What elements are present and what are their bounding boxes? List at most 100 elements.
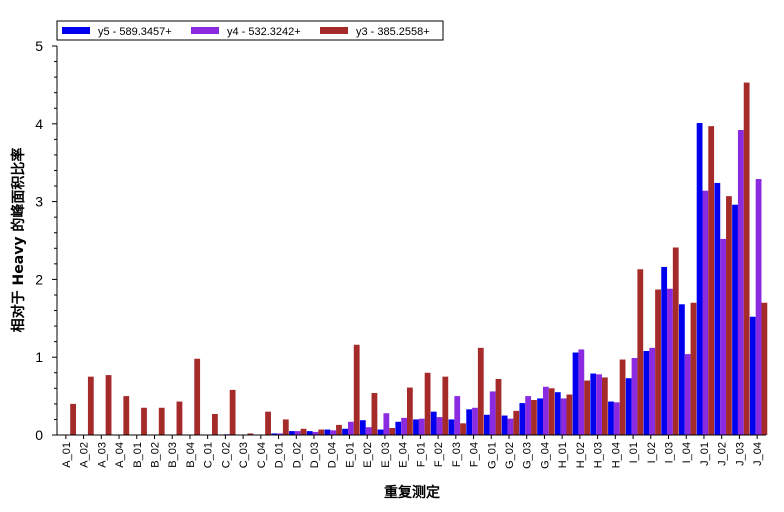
bar-c-01-series-3 bbox=[212, 413, 218, 435]
x-tick-label-d-01: D_01 bbox=[274, 442, 286, 468]
legend-swatch-series-2 bbox=[191, 27, 219, 34]
bar-i-01-series-3 bbox=[637, 269, 644, 435]
x-tick-label-c-01: C_01 bbox=[203, 442, 215, 468]
y-tick-labels: 0 1 2 3 4 5 bbox=[35, 38, 43, 443]
bar-i-01-series-2 bbox=[631, 357, 638, 435]
bar-i-02-series-3 bbox=[655, 289, 661, 435]
bar-d-04-series-1 bbox=[324, 429, 331, 435]
bar-e-04-series-3 bbox=[406, 387, 413, 435]
bar-g-04-series-2 bbox=[542, 386, 549, 435]
x-tick-label-d-04: D_04 bbox=[327, 442, 339, 468]
legend-label-series-3: y3 - 385.2558+ bbox=[356, 26, 430, 38]
bar-e-02-series-2 bbox=[365, 427, 372, 435]
x-tick-label-g-03: G_03 bbox=[522, 442, 534, 469]
bar-e-01-series-1 bbox=[342, 428, 348, 435]
legend-swatch-series-1 bbox=[62, 27, 90, 34]
bar-h-01-series-3 bbox=[566, 394, 573, 435]
bar-f-04-series-3 bbox=[477, 347, 484, 435]
x-tick-label-a-04: A_04 bbox=[114, 442, 126, 468]
bar-j-02-series-3 bbox=[726, 196, 732, 435]
bar-i-01-series-1 bbox=[625, 378, 632, 435]
x-tick-label-g-01: G_01 bbox=[486, 442, 498, 469]
bar-d-02-series-3 bbox=[300, 428, 307, 435]
bar-j-01-series-1 bbox=[696, 123, 703, 436]
bar-i-03-series-1 bbox=[661, 266, 668, 435]
x-tick-label-h-01: H_01 bbox=[557, 442, 569, 468]
bar-e-03-series-1 bbox=[377, 429, 384, 435]
x-tick-label-f-04: F_04 bbox=[469, 442, 481, 467]
bar-j-01-series-3 bbox=[708, 126, 715, 435]
bar-j-03-series-3 bbox=[743, 82, 750, 435]
x-axis-title: 重复测定 bbox=[384, 484, 440, 501]
x-tick-label-j-01: J_01 bbox=[699, 442, 711, 466]
bar-i-03-series-3 bbox=[672, 247, 679, 435]
bar-i-04-series-2 bbox=[684, 354, 691, 435]
y-axis-title: 相对于 Heavy 的峰面积比率 bbox=[10, 148, 27, 333]
bar-g-02-series-3 bbox=[513, 410, 520, 435]
bar-j-03-series-2 bbox=[737, 130, 744, 435]
legend-label-series-1: y5 - 589.3457+ bbox=[98, 26, 172, 38]
bar-h-04-series-1 bbox=[608, 401, 614, 435]
bar-d-01-series-2 bbox=[277, 433, 283, 435]
bars-layer bbox=[70, 82, 768, 436]
bar-a-02-series-3 bbox=[87, 376, 94, 435]
x-tick-labels: A_01 A_02 A_03 A_04 B_01 B_02 B_03 B_04 C_01 C_02… bbox=[61, 442, 764, 469]
bar-e-04-series-1 bbox=[395, 421, 402, 435]
bar-f-03-series-3 bbox=[460, 423, 466, 435]
bar-d-01-series-1 bbox=[271, 433, 278, 435]
bar-h-02-series-2 bbox=[578, 349, 585, 435]
bar-c-03-series-3 bbox=[247, 433, 254, 435]
x-tick-label-b-03: B_03 bbox=[167, 442, 179, 468]
x-tick-label-i-03: I_03 bbox=[664, 442, 676, 463]
bar-b-02-series-3 bbox=[158, 407, 165, 435]
bar-j-01-series-2 bbox=[702, 190, 709, 435]
x-tick-label-a-01: A_01 bbox=[61, 442, 73, 468]
bar-g-04-series-1 bbox=[537, 398, 543, 435]
bar-h-03-series-1 bbox=[590, 373, 597, 435]
x-tick-label-f-03: F_03 bbox=[451, 442, 463, 467]
y-tick-label: 3 bbox=[35, 194, 43, 210]
bar-e-03-series-3 bbox=[389, 428, 396, 435]
bar-d-02-series-1 bbox=[289, 431, 295, 435]
x-tick-label-j-02: J_02 bbox=[717, 442, 729, 466]
bar-e-02-series-1 bbox=[359, 420, 366, 435]
bar-b-01-series-3 bbox=[141, 407, 147, 435]
bar-f-02-series-1 bbox=[430, 411, 437, 435]
bar-i-04-series-1 bbox=[678, 304, 685, 435]
bar-h-01-series-1 bbox=[554, 392, 561, 435]
x-tick-label-a-02: A_02 bbox=[79, 442, 91, 468]
bar-a-04-series-3 bbox=[123, 396, 130, 435]
bar-d-04-series-2 bbox=[330, 430, 337, 435]
bar-j-03-series-1 bbox=[732, 204, 738, 435]
bar-j-04-series-1 bbox=[749, 316, 756, 435]
bar-e-02-series-3 bbox=[371, 392, 378, 435]
x-tick-label-f-02: F_02 bbox=[433, 442, 445, 467]
bar-j-02-series-2 bbox=[720, 238, 727, 435]
bar-g-02-series-2 bbox=[507, 418, 514, 435]
bar-i-02-series-1 bbox=[643, 350, 650, 435]
x-tick-label-e-04: E_04 bbox=[398, 442, 410, 468]
bar-g-02-series-1 bbox=[501, 415, 508, 435]
bar-b-04-series-3 bbox=[194, 358, 201, 435]
y-tick-label: 5 bbox=[35, 38, 43, 54]
bar-g-03-series-2 bbox=[525, 396, 532, 435]
bar-d-03-series-3 bbox=[318, 429, 325, 435]
bar-h-01-series-2 bbox=[560, 398, 567, 435]
x-tick-label-c-03: C_03 bbox=[238, 442, 250, 468]
bar-d-01-series-3 bbox=[282, 419, 289, 435]
bar-f-04-series-2 bbox=[472, 407, 478, 435]
bar-b-03-series-3 bbox=[176, 401, 183, 435]
y-tick-label: 2 bbox=[35, 271, 43, 287]
bar-c-02-series-3 bbox=[229, 389, 236, 435]
bar-d-04-series-3 bbox=[336, 424, 342, 435]
legend: y5 - 589.3457+ y4 - 532.3242+ y3 - 385.255… bbox=[56, 20, 444, 41]
bar-h-03-series-2 bbox=[596, 374, 602, 435]
x-tick-label-e-03: E_03 bbox=[380, 442, 392, 468]
x-tick-label-a-03: A_03 bbox=[96, 442, 108, 468]
legend-box bbox=[56, 20, 444, 41]
y-tick-label: 0 bbox=[35, 427, 43, 443]
bar-h-04-series-2 bbox=[613, 402, 620, 435]
bar-f-02-series-3 bbox=[442, 376, 449, 435]
bar-f-01-series-3 bbox=[424, 372, 431, 435]
